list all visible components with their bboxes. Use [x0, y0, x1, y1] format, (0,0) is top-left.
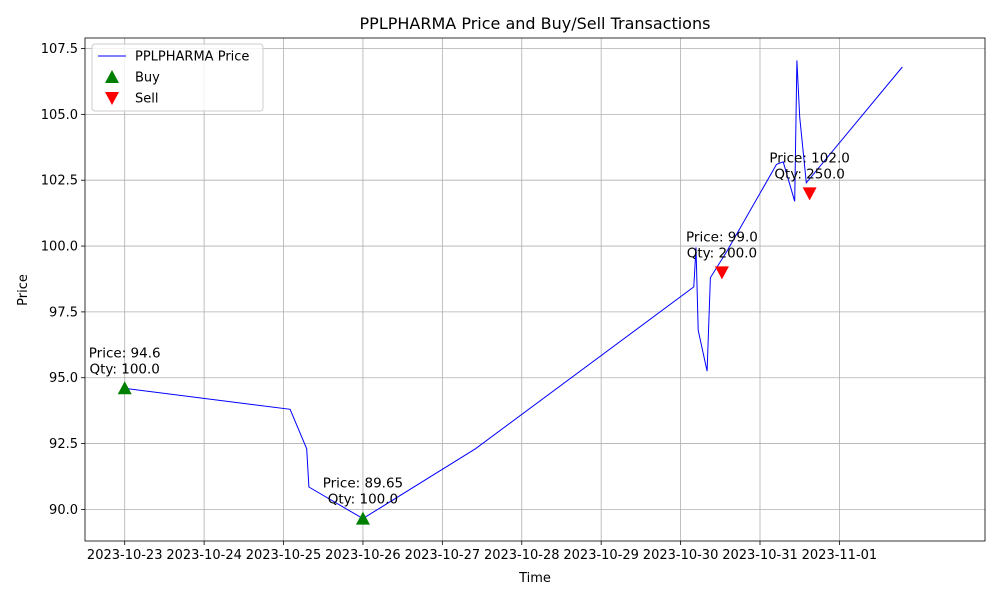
y-tick-label: 102.5 — [41, 174, 78, 189]
price-line — [124, 60, 903, 520]
x-tick-label: 2023-10-30 — [643, 548, 719, 563]
y-tick-label: 97.5 — [49, 305, 78, 320]
legend-swatch-sell — [105, 92, 119, 105]
legend-box — [91, 43, 264, 112]
annotation-qty: Qty: 100.0 — [328, 492, 398, 508]
marker-layer — [117, 187, 817, 525]
y-tick-label: 107.5 — [41, 42, 78, 57]
x-tick-label: 2023-10-29 — [563, 548, 639, 563]
x-tick-label: 2023-10-28 — [484, 548, 560, 563]
legend: PPLPHARMA Price Buy Sell — [91, 43, 264, 112]
annotation-price: Price: 99.0 — [686, 229, 758, 245]
buy-marker — [355, 511, 370, 525]
y-tick-label: 95.0 — [49, 371, 78, 386]
legend-label: Buy — [135, 71, 160, 86]
x-tick-label: 2023-10-25 — [246, 548, 322, 563]
grid — [85, 38, 985, 541]
plot-frame — [84, 37, 986, 542]
legend-swatch-buy — [105, 70, 119, 83]
x-tick-label: 2023-11-01 — [802, 548, 878, 563]
y-tick-label: 100.0 — [41, 240, 78, 255]
x-tick-label: 2023-10-23 — [87, 548, 163, 563]
y-tick-label: 90.0 — [49, 503, 78, 518]
y-axis-ticks: 90.0 92.5 95.0 97.5 100.0 102.5 105.0 107.5 — [41, 42, 85, 518]
y-axis-label: Price — [16, 274, 31, 306]
y-tick-label: 105.0 — [41, 108, 78, 123]
x-tick-label: 2023-10-31 — [722, 548, 798, 563]
legend-label: Sell — [135, 92, 158, 107]
annotation-price: Price: 89.65 — [323, 476, 403, 492]
x-axis-label: Time — [518, 571, 551, 586]
x-axis-ticks: 2023-10-23 2023-10-24 2023-10-25 2023-10-26… — [87, 541, 877, 563]
x-tick-label: 2023-10-24 — [166, 548, 242, 563]
x-tick-label: 2023-10-27 — [405, 548, 481, 563]
annotation-qty: Qty: 200.0 — [687, 245, 757, 261]
annotation-qty: Qty: 100.0 — [89, 361, 159, 377]
series-layer — [124, 60, 903, 520]
annotation-qty: Qty: 250.0 — [774, 166, 844, 182]
x-tick-label: 2023-10-26 — [325, 548, 401, 563]
chart-title: PPLPHARMA Price and Buy/Sell Transaction… — [360, 14, 711, 33]
buy-marker — [117, 381, 132, 395]
annotation-price: Price: 94.6 — [89, 345, 161, 361]
y-tick-label: 92.5 — [49, 437, 78, 452]
annotation-price: Price: 102.0 — [769, 150, 849, 166]
sell-marker — [802, 187, 817, 201]
sell-marker — [714, 266, 729, 280]
legend-label: PPLPHARMA Price — [135, 50, 249, 65]
